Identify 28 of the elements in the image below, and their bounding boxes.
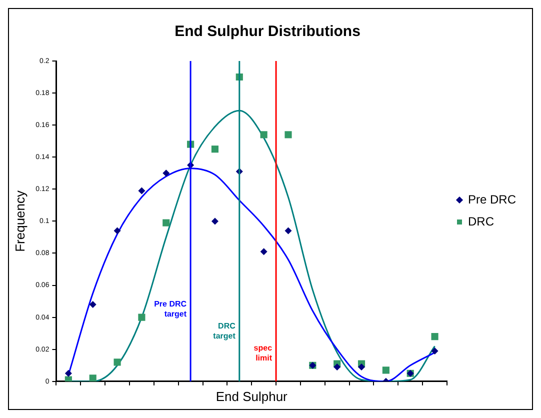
- point: [114, 227, 121, 234]
- point: [89, 301, 96, 308]
- annotation: spec limit: [254, 343, 273, 362]
- point: [64, 370, 72, 377]
- point: [211, 146, 219, 153]
- point: [284, 227, 292, 234]
- point: [431, 347, 438, 354]
- point: [162, 170, 170, 177]
- annotation: Pre DRC target: [154, 299, 187, 318]
- point: [431, 333, 438, 340]
- point: [138, 187, 146, 194]
- point: [138, 314, 146, 321]
- point: [211, 218, 218, 225]
- y-axis-title: Frequency: [12, 190, 28, 252]
- legend-label: Pre DRC: [468, 192, 516, 206]
- point: [358, 363, 366, 370]
- point: [260, 131, 268, 138]
- x-axis-title: End Sulphur: [216, 388, 288, 404]
- point: [89, 374, 96, 382]
- point: [334, 363, 341, 370]
- chart-title: End Sulphur Distributions: [174, 23, 360, 40]
- point: [260, 248, 268, 256]
- point: [382, 366, 390, 374]
- annotation: DRC target: [213, 321, 236, 340]
- point: [284, 131, 292, 138]
- point: [162, 219, 170, 226]
- point: [114, 358, 121, 366]
- legend-label: DRC: [468, 214, 494, 228]
